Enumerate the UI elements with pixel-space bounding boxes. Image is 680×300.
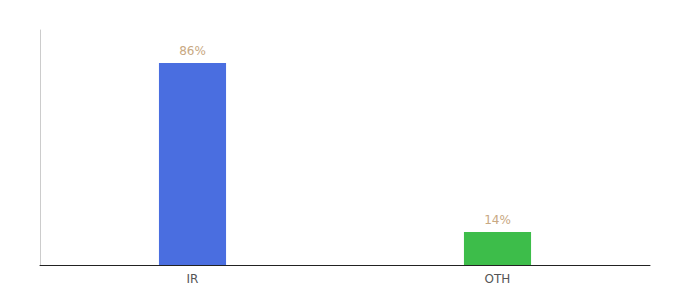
svg-text:OTH: OTH — [485, 272, 511, 286]
svg-text:IR: IR — [187, 272, 199, 286]
svg-text:86%: 86% — [179, 44, 206, 58]
svg-text:14%: 14% — [484, 213, 511, 227]
